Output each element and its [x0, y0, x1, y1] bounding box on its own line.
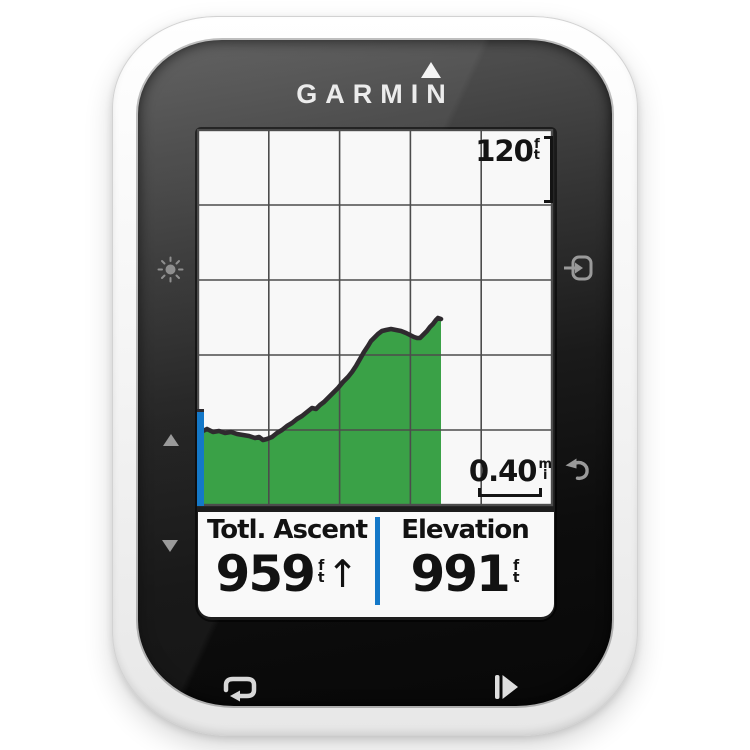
distance-scale-bracket: [478, 488, 543, 497]
elevation-chart-svg: [197, 129, 554, 507]
elevation-scale: 120 f t: [475, 136, 553, 203]
total-ascent-unit: f t: [317, 558, 325, 586]
elevation-unit: f t: [512, 558, 520, 586]
enter-icon: [562, 253, 594, 288]
elevation-scale-unit: f t: [533, 137, 540, 163]
distance-scale: 0.40 m i: [469, 456, 552, 497]
back-icon: [562, 455, 592, 490]
elevation-value: 991: [410, 545, 510, 603]
total-ascent-label: Totl. Ascent: [207, 515, 368, 545]
data-field-panel: Totl. Ascent 959 f t ↑ Elevation 991 f t: [198, 512, 554, 617]
distance-scale-unit: m i: [538, 457, 552, 483]
distance-scale-value: 0.40: [468, 454, 538, 488]
elevation-scale-bracket: [544, 136, 553, 203]
lap-icon[interactable]: [222, 674, 258, 707]
brightness-icon: [157, 256, 184, 288]
up-arrow-icon: [163, 434, 179, 446]
total-ascent-value: 959: [215, 545, 316, 603]
brand-logo: GARMIN: [296, 79, 454, 109]
elevation-scale-value: 120: [475, 134, 534, 168]
ascent-up-arrow-icon: ↑: [326, 552, 359, 596]
down-arrow-icon: [162, 540, 178, 552]
start-pause-icon[interactable]: [491, 673, 521, 706]
logo-triangle-icon: [421, 62, 441, 78]
elevation-label: Elevation: [401, 515, 530, 545]
field-divider: [375, 517, 380, 605]
lcd-screen: 120 f t 0.40 m i Totl. Ascent 959: [197, 129, 555, 620]
total-ascent-field: Totl. Ascent 959 f t ↑: [198, 512, 376, 617]
elevation-field: Elevation 991 f t: [376, 512, 554, 617]
